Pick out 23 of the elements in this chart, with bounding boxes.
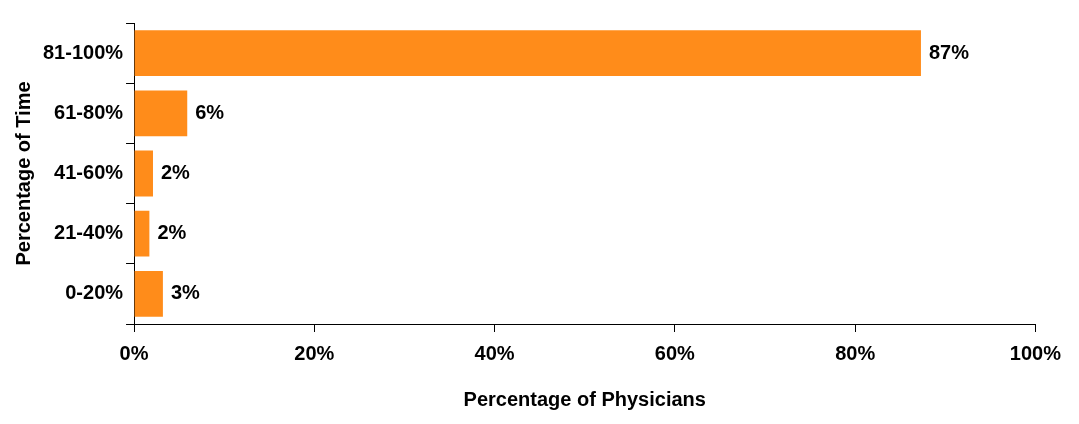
x-tick-label: 100% <box>1009 341 1062 364</box>
x-tick-label: 0% <box>119 341 149 364</box>
data-label: 87% <box>928 40 970 63</box>
data-label: 2% <box>157 221 187 244</box>
x-axis-title: Percentage of Physicians <box>463 387 706 410</box>
bar <box>134 210 150 257</box>
y-tick-label: 0-20% <box>65 281 124 304</box>
y-tick-label: 81-100% <box>43 40 124 63</box>
bar <box>134 30 921 76</box>
x-tick-label: 40% <box>474 341 515 364</box>
bar <box>134 150 153 197</box>
data-label: 2% <box>160 161 191 184</box>
bar <box>134 90 188 137</box>
x-tick-label: 80% <box>835 341 876 364</box>
x-tick-label: 60% <box>654 341 696 364</box>
y-axis-title: Percentage of Time <box>11 81 34 266</box>
data-label: 6% <box>195 100 225 123</box>
bar <box>134 271 163 317</box>
data-label: 3% <box>170 281 201 304</box>
y-tick-label: 21-40% <box>54 221 124 244</box>
y-tick-label: 61-80% <box>54 100 124 123</box>
y-tick-label: 41-60% <box>54 161 124 184</box>
x-tick-label: 20% <box>294 341 335 364</box>
